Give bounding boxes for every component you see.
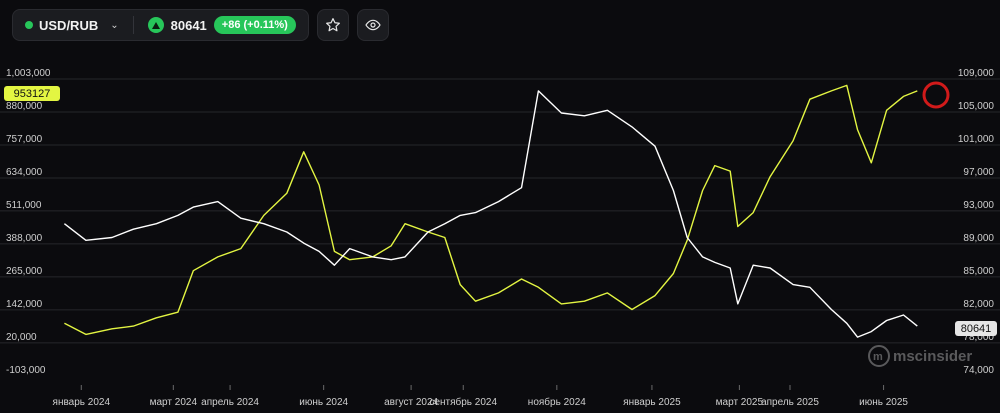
series-line-1 [64,84,918,336]
x-tick-label: июнь 2024 [299,397,348,408]
x-tick-label: январь 2025 [623,397,681,408]
change-badge: +86 (+0.11%) [213,16,296,34]
right-tick-label: 97,000 [963,167,994,178]
divider [132,16,134,34]
symbol-selector[interactable]: USD/RUB ⌄ [25,18,119,33]
right-axis: 109,000 105,000 101,000 97,000 93,000 89,000 8… [958,68,995,376]
watermark-glyph: m [873,351,883,363]
watermark: m mscinsider [868,345,972,367]
x-tick-label: сентябрь 2024 [429,396,497,408]
x-tick-label: январь 2024 [53,397,111,408]
left-tick-label: 1,003,000 [6,68,51,79]
x-tick-label: ноябрь 2024 [528,396,586,408]
right-tick-label: 93,000 [963,200,994,211]
highlight-marker [922,81,950,109]
watermark-text: mscinsider [893,348,972,365]
x-tick-label: апрель 2024 [201,397,259,408]
left-tick-label: -103,000 [6,365,46,376]
right-tick-label: 82,000 [963,299,994,310]
left-tick-label: 511,000 [6,200,42,211]
right-tick-label: 89,000 [963,233,994,244]
right-tick-label: 101,000 [958,134,995,145]
x-tick-label: август 2024 [384,397,438,408]
favorite-button[interactable] [316,9,349,41]
right-tick-label: 78,000 [963,332,994,343]
left-tick-label: 757,000 [6,134,43,145]
left-tick-label: 388,000 [6,233,43,244]
price-block: 80641 +86 (+0.11%) [147,16,296,34]
watch-button[interactable] [356,9,389,41]
series-line-2 [63,90,918,338]
left-tick-label: 880,000 [6,101,43,112]
right-tick-label: 85,000 [963,266,994,277]
ticker-panel: USD/RUB ⌄ 80641 +86 (+0.11%) [12,9,309,41]
x-axis: январь 2024 март 2024 апрель 2024 июнь 2024… [53,385,908,408]
price-value: 80641 [170,17,207,33]
left-tick-label: 20,000 [6,332,37,343]
star-icon [325,18,340,32]
right-current-value: 80641 [961,323,992,335]
x-tick-label: март 2025 [716,397,764,408]
right-tick-label: 105,000 [958,101,995,112]
right-current-badge: 80641 [955,321,997,336]
right-tick-label: 74,000 [963,365,994,376]
left-tick-label: 142,000 [6,299,43,310]
left-current-badge: 953127 [4,86,60,101]
symbol-label: USD/RUB [39,17,99,33]
grid [0,78,1000,344]
toolbar: USD/RUB ⌄ 80641 +86 (+0.11%) [12,9,389,41]
left-tick-label: 634,000 [6,167,43,178]
x-tick-label: июнь 2025 [859,397,908,408]
chevron-down-icon: ⌄ [110,19,119,31]
x-tick-label: март 2024 [150,397,198,408]
eye-icon [365,19,381,31]
triangle-up-icon [147,17,164,33]
status-dot [25,21,33,29]
series-group [63,84,918,338]
left-tick-label: 265,000 [6,266,43,277]
left-axis: 1,003,000 880,000 757,000 634,000 511,000 388… [6,68,51,376]
right-tick-label: 109,000 [958,68,995,79]
left-current-value: 953127 [14,88,51,100]
x-tick-label: апрель 2025 [761,397,819,408]
